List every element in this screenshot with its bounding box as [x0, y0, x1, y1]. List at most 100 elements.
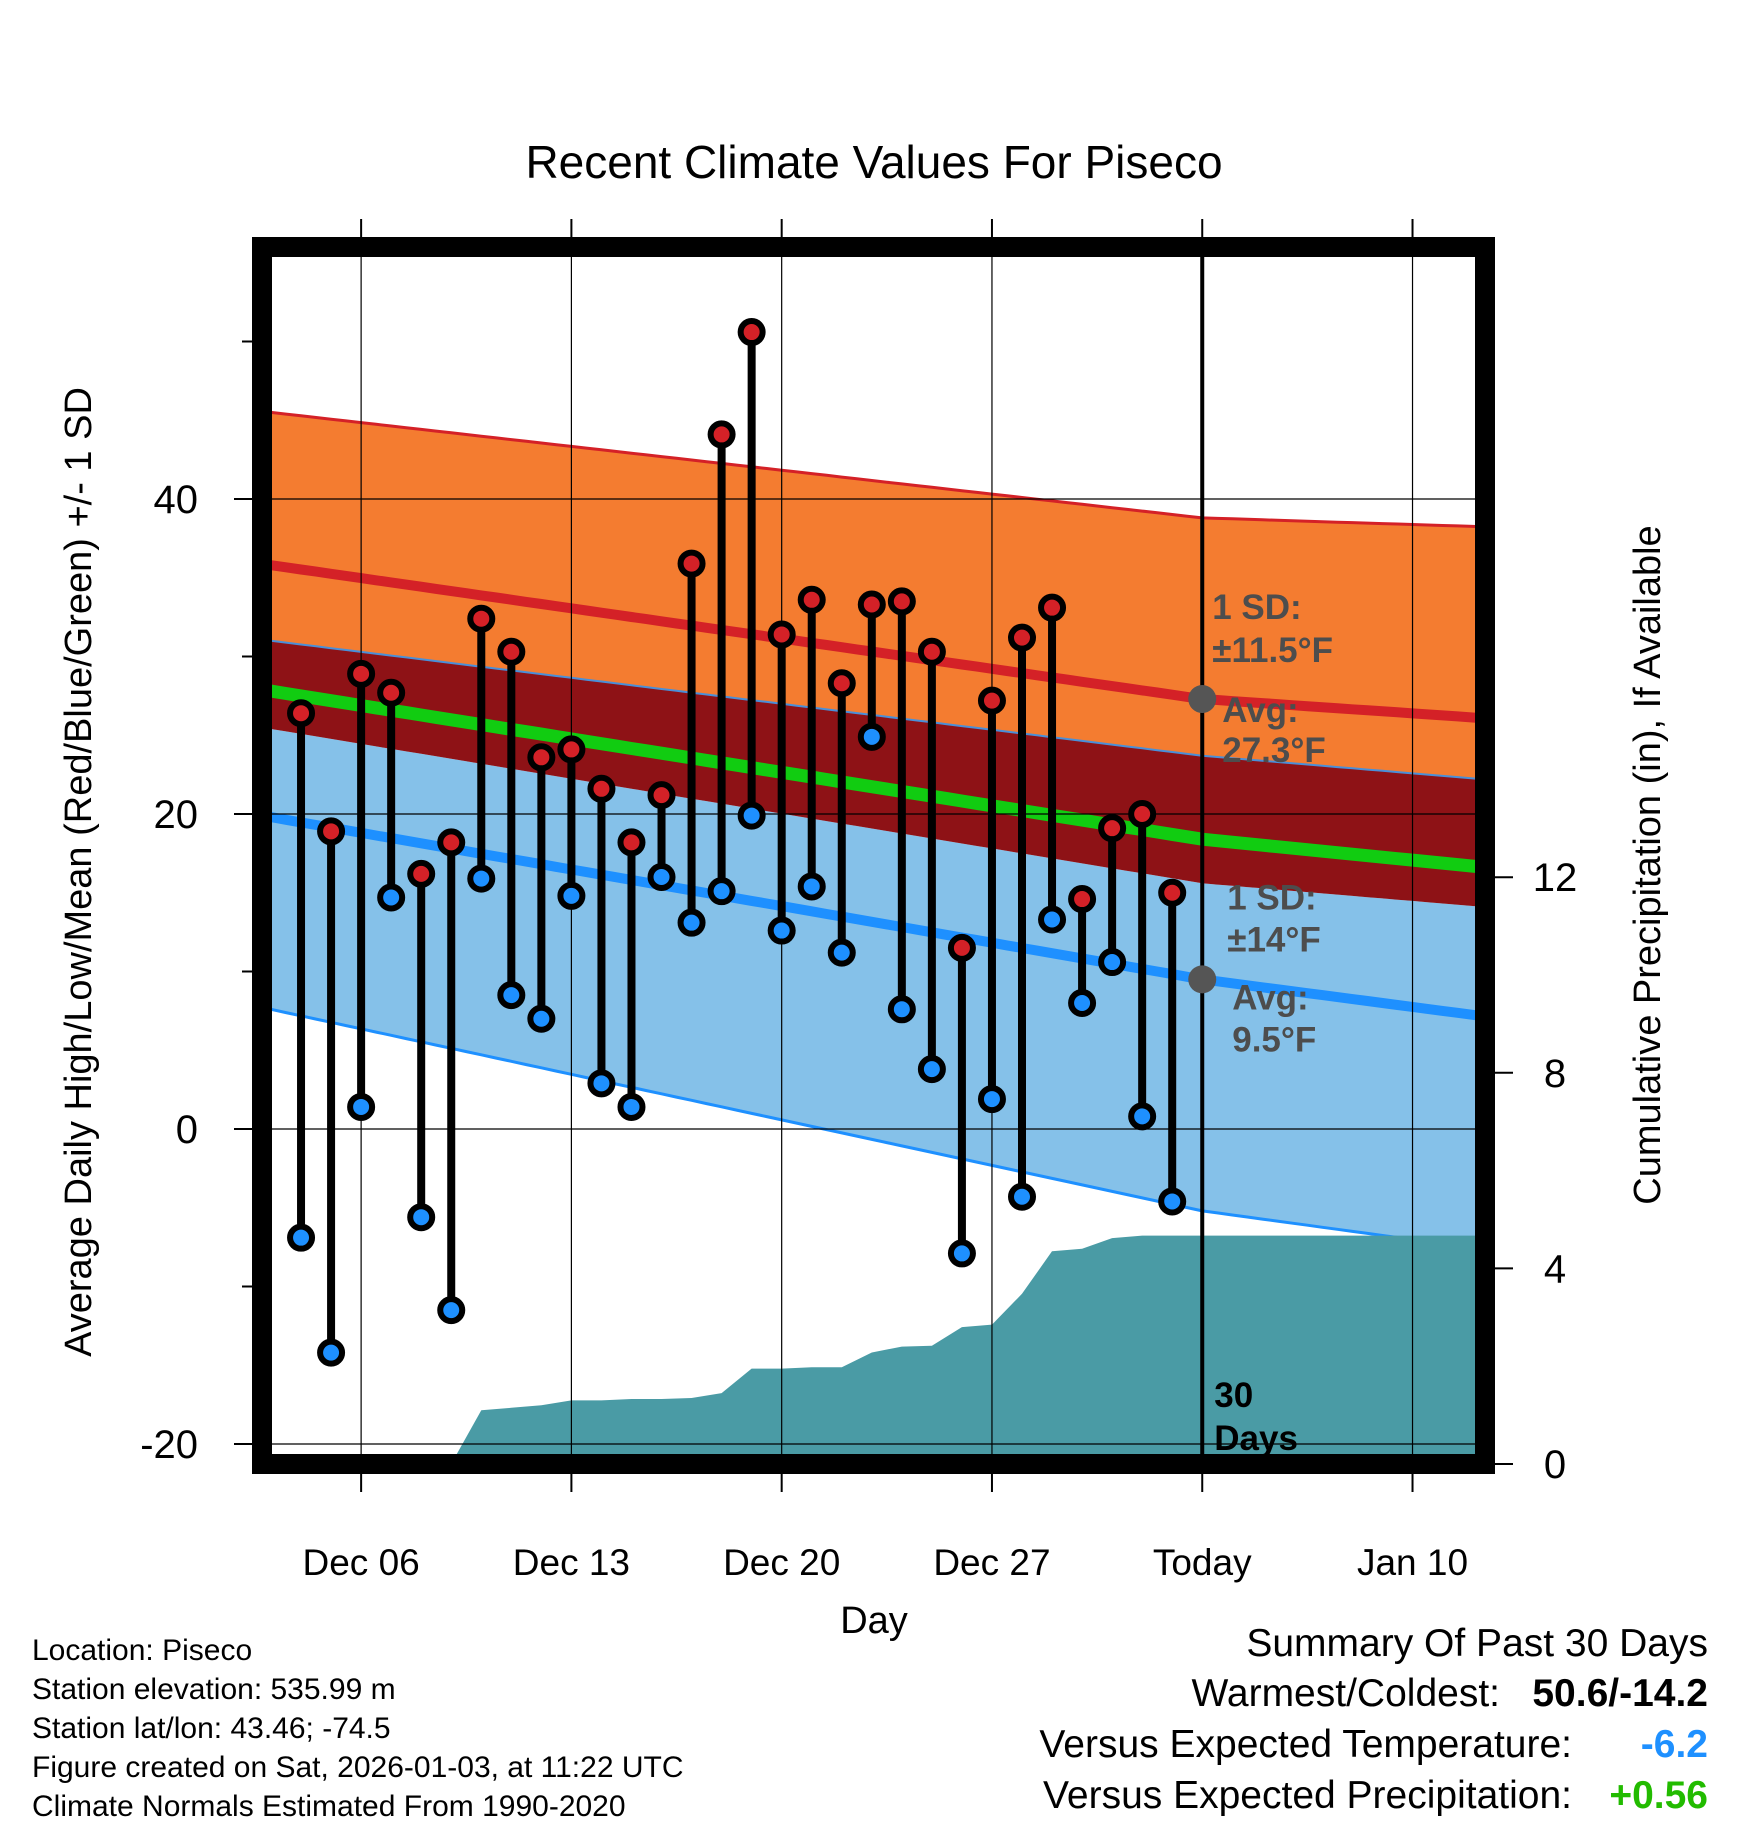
daily-low-point — [1068, 989, 1097, 1017]
daily-low-point — [887, 995, 916, 1024]
daily-low-point — [347, 1092, 376, 1121]
normal-low-line — [270, 812, 1485, 1022]
station-info: Location: Piseco Station elevation: 535.… — [32, 1634, 684, 1823]
info-normals: Climate Normals Estimated From 1990-2020 — [32, 1790, 626, 1823]
daily-low-point — [827, 938, 856, 967]
y-axis-label: Average Daily High/Low/Mean (Red/Blue/Gr… — [58, 387, 100, 1357]
chart-title: Recent Climate Values For Piseco — [525, 136, 1222, 188]
daily-high-point — [377, 678, 406, 707]
low-avg-marker — [1188, 965, 1217, 994]
summary-heading: Summary Of Past 30 Days — [1246, 1622, 1708, 1665]
daily-low-point — [1128, 1102, 1157, 1131]
daily-high-point — [407, 859, 436, 888]
x-tick-label: Dec 20 — [723, 1542, 840, 1583]
x-tick-label: Jan 10 — [1357, 1542, 1468, 1583]
daily-high-point — [917, 637, 946, 666]
axes: Dec 06 Dec 13 Dec 20 Dec 27 Today Jan 10 -20 0 2… — [140, 219, 1577, 1583]
daily-high-point — [467, 604, 496, 633]
daily-low-point — [287, 1223, 316, 1252]
daily-low-point — [647, 863, 676, 891]
y2-tick-label: 4 — [1544, 1247, 1566, 1291]
high-sd-label: 1 SD: — [1212, 588, 1301, 627]
high-upper-line — [270, 410, 1485, 529]
x-axis-label: Day — [840, 1600, 908, 1642]
summary-panel: Summary Of Past 30 Days Warmest/Coldest:… — [1039, 1622, 1708, 1817]
info-location: Location: Piseco — [32, 1634, 252, 1667]
daily-high-point — [1098, 814, 1127, 843]
info-latlon: Station lat/lon: 43.46; -74.5 — [32, 1712, 391, 1745]
daily-high-point — [857, 590, 886, 619]
y-tick-label: -20 — [140, 1423, 198, 1467]
y2-tick-label: 12 — [1533, 856, 1578, 900]
daily-high-point — [677, 549, 706, 578]
daily-low-point — [977, 1085, 1006, 1114]
daily-low-point — [317, 1338, 346, 1367]
summary-warm-cold-value: 50.6/-14.2 — [1532, 1672, 1708, 1715]
daily-low-point — [857, 722, 886, 751]
daily-high-point — [737, 318, 766, 347]
daily-high-point — [617, 828, 646, 857]
daily-high-point — [587, 774, 616, 803]
low-avg-label: Avg: — [1232, 978, 1308, 1017]
high-lower-line — [270, 639, 1485, 781]
today-label-line2: Days — [1214, 1419, 1298, 1458]
daily-high-point — [767, 620, 796, 649]
daily-high-point — [1068, 885, 1097, 914]
daily-low-point — [467, 864, 496, 893]
y2-axis-label: Cumulative Precipitation (in), If Availa… — [1627, 525, 1669, 1204]
daily-high-point — [437, 828, 466, 857]
daily-high-point — [797, 585, 826, 614]
precipitation-area — [451, 1235, 1485, 1464]
high-sd-value: ±11.5°F — [1212, 631, 1333, 670]
daily-high-point — [557, 735, 586, 764]
daily-low-point — [377, 883, 406, 912]
summary-temp-value: -6.2 — [1641, 1723, 1708, 1766]
daily-low-point — [767, 916, 796, 945]
daily-high-point — [347, 659, 376, 688]
daily-low-point — [587, 1069, 616, 1098]
daily-low-point — [797, 872, 826, 901]
daily-low-point — [1158, 1187, 1187, 1216]
x-tick-label: Today — [1153, 1542, 1252, 1583]
info-created: Figure created on Sat, 2026-01-03, at 11… — [32, 1751, 684, 1784]
y2-tick-label: 0 — [1544, 1443, 1566, 1487]
summary-precip-label: Versus Expected Precipitation: — [1043, 1774, 1572, 1817]
x-tick-label: Dec 27 — [933, 1542, 1050, 1583]
y2-tick-label: 8 — [1544, 1052, 1566, 1096]
daily-high-point — [1008, 623, 1036, 652]
high-avg-marker — [1188, 685, 1217, 714]
x-tick-label: Dec 06 — [303, 1542, 420, 1583]
daily-high-point — [707, 420, 736, 449]
low-sd-value: ±14°F — [1227, 920, 1321, 959]
daily-low-point — [617, 1092, 646, 1121]
daily-low-point — [947, 1239, 976, 1268]
daily-low-point — [707, 877, 736, 906]
summary-warm-cold-label: Warmest/Coldest: — [1192, 1672, 1500, 1715]
daily-low-point — [497, 981, 526, 1010]
daily-high-point — [317, 817, 346, 846]
info-elevation: Station elevation: 535.99 m — [32, 1673, 396, 1706]
daily-low-point — [1098, 948, 1127, 977]
summary-temp-label: Versus Expected Temperature: — [1039, 1723, 1572, 1766]
daily-low-point — [1008, 1182, 1036, 1211]
daily-low-point — [557, 881, 586, 910]
daily-low-point — [527, 1004, 556, 1033]
normal-mean-line — [269, 684, 1485, 874]
daily-low-point — [1038, 905, 1067, 934]
daily-low-point — [677, 908, 706, 937]
low-sd-label: 1 SD: — [1227, 878, 1316, 917]
daily-high-point — [1038, 593, 1067, 622]
daily-high-point — [527, 743, 556, 772]
daily-high-point — [947, 933, 976, 962]
daily-high-point — [1158, 878, 1187, 907]
daily-high-point — [827, 669, 856, 698]
summary-precip-value: +0.56 — [1609, 1774, 1708, 1817]
daily-low-point — [917, 1055, 946, 1084]
normal-high-line — [270, 560, 1485, 724]
high-avg-label: Avg: — [1222, 691, 1298, 730]
daily-high-point — [1128, 800, 1157, 828]
daily-high-point — [497, 637, 526, 666]
low-avg-value: 9.5°F — [1232, 1020, 1316, 1059]
